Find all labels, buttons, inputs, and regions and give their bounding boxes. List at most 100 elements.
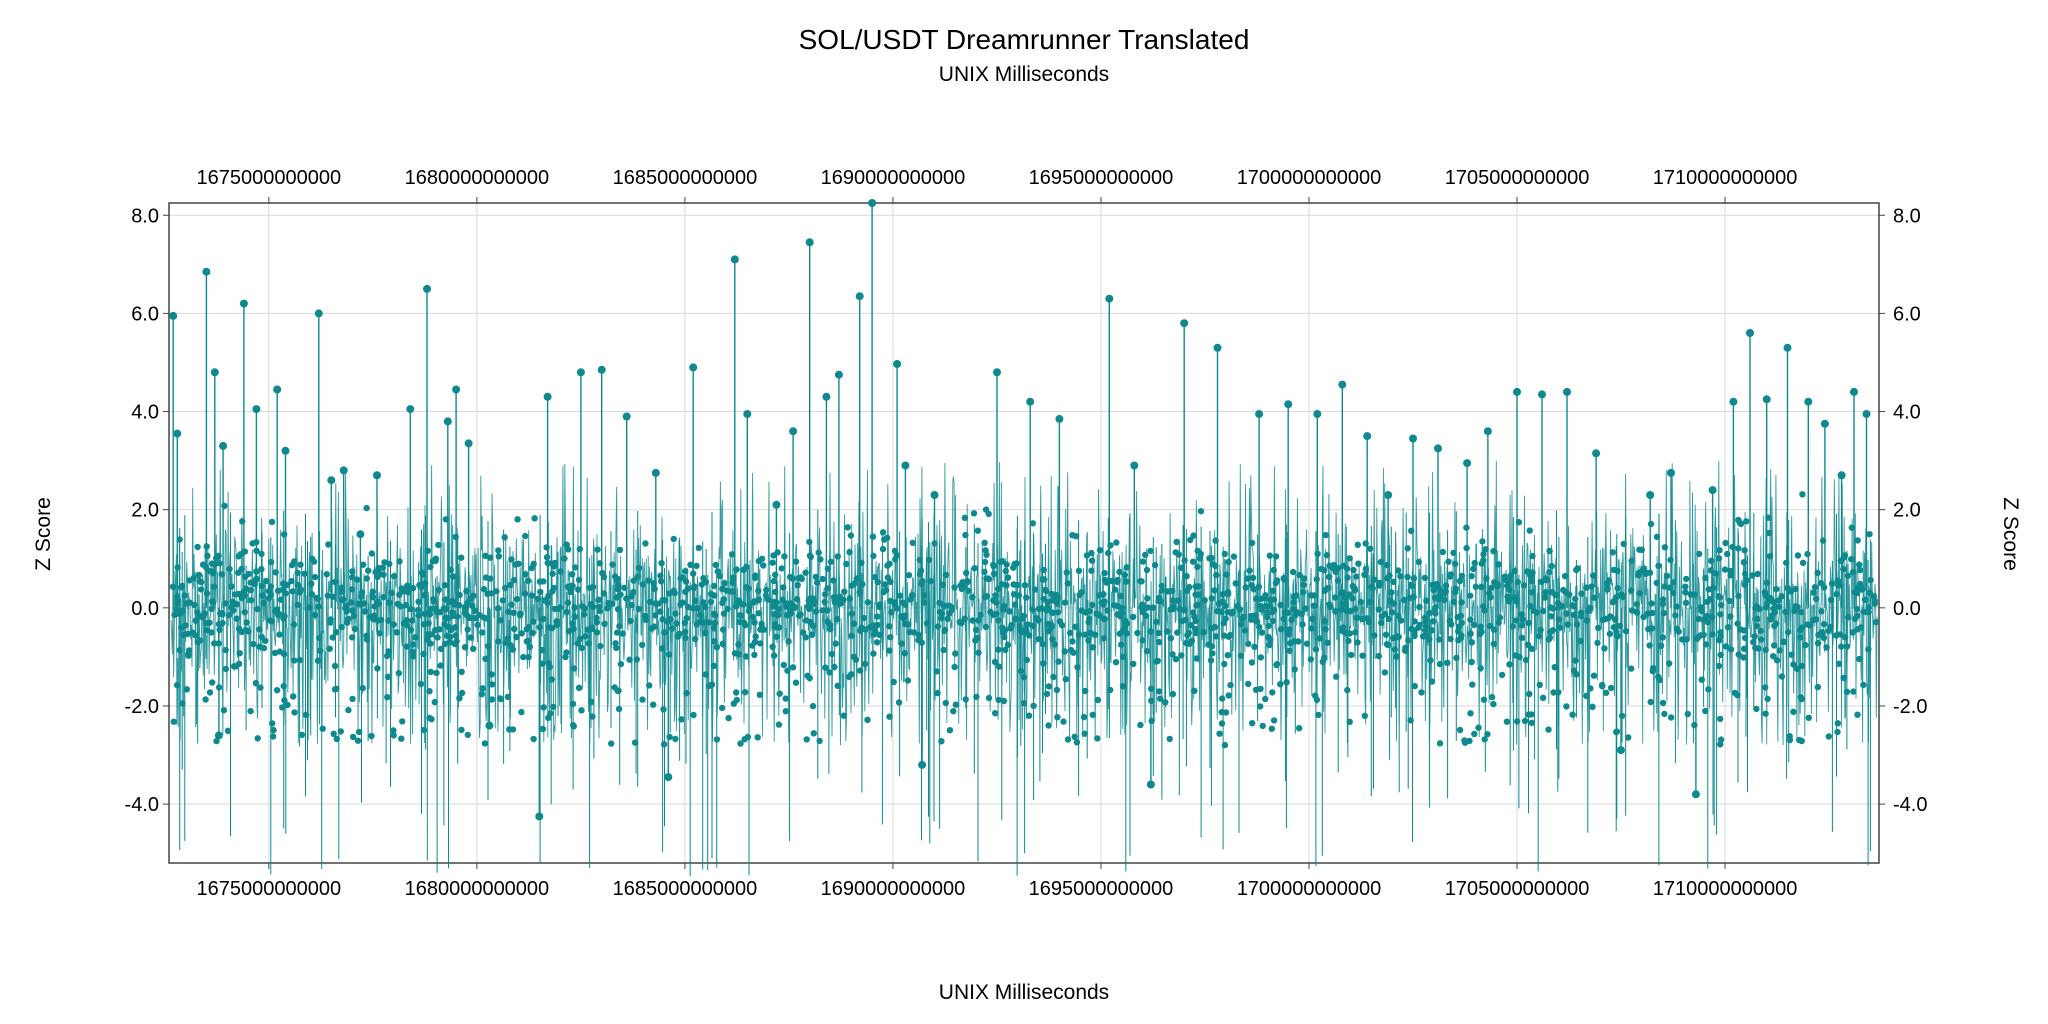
noise-point [1456, 577, 1464, 585]
noise-point [1081, 730, 1088, 737]
noise-point [1225, 692, 1232, 699]
noise-point [1610, 566, 1618, 574]
noise-point [604, 605, 611, 612]
noise-point [572, 564, 579, 571]
noise-point [571, 604, 578, 611]
noise-point [369, 588, 377, 595]
noise-point [308, 580, 315, 587]
noise-point [1703, 612, 1711, 620]
noise-point [758, 555, 766, 562]
noise-point [1479, 538, 1486, 545]
data-point [772, 500, 781, 509]
noise-point [314, 657, 322, 664]
noise-point [1636, 546, 1643, 553]
noise-point [884, 574, 892, 581]
noise-point [230, 607, 237, 614]
noise-point [694, 605, 701, 612]
noise-point [990, 561, 997, 569]
data-point [1837, 471, 1846, 480]
noise-point [1140, 605, 1148, 612]
noise-point [1416, 621, 1424, 629]
noise-point [787, 600, 794, 607]
noise-point [982, 623, 990, 631]
noise-point [1519, 616, 1527, 623]
noise-point [525, 577, 532, 584]
noise-point [1193, 655, 1200, 662]
noise-point [1835, 660, 1843, 667]
noise-point [1359, 652, 1366, 659]
noise-point [1230, 553, 1238, 560]
noise-point [580, 611, 588, 618]
data-point [1513, 387, 1521, 396]
noise-point [821, 591, 829, 598]
y-tick-label-left: 2.0 [131, 500, 159, 522]
noise-point [333, 685, 340, 692]
noise-point [1308, 625, 1315, 632]
noise-point [1604, 586, 1611, 593]
noise-point [876, 601, 883, 608]
data-point [576, 368, 585, 377]
noise-point [196, 637, 204, 644]
noise-point [1064, 580, 1071, 587]
noise-point [1155, 688, 1163, 695]
noise-point [502, 584, 509, 592]
noise-point [977, 611, 984, 619]
noise-point [1469, 681, 1476, 688]
noise-point [216, 560, 223, 567]
noise-point [248, 597, 255, 604]
data-point [543, 392, 552, 401]
noise-point [1798, 695, 1806, 703]
noise-point [210, 583, 218, 590]
data-point [423, 284, 431, 293]
noise-point [1770, 653, 1777, 660]
noise-point [612, 640, 619, 647]
noise-point [1359, 615, 1366, 623]
noise-point [827, 558, 835, 565]
noise-point [1572, 595, 1579, 603]
noise-point [1002, 646, 1009, 654]
noise-point [437, 662, 444, 669]
noise-point [633, 656, 640, 663]
noise-point [1062, 599, 1069, 606]
noise-point [512, 561, 519, 568]
noise-point [540, 615, 547, 623]
noise-point [345, 706, 352, 714]
noise-point [760, 562, 767, 569]
noise-point [1563, 703, 1570, 710]
noise-point [873, 639, 881, 646]
noise-point [435, 586, 442, 593]
noise-point [1004, 641, 1012, 648]
noise-point [410, 653, 417, 660]
noise-point [1595, 624, 1602, 632]
noise-point [1087, 629, 1094, 637]
noise-point [735, 597, 743, 604]
noise-point [1486, 622, 1494, 630]
noise-point [796, 612, 803, 619]
noise-point [810, 730, 817, 737]
data-point [1180, 319, 1189, 328]
noise-point [1705, 686, 1712, 693]
noise-point [1100, 601, 1107, 608]
noise-point [419, 571, 426, 578]
noise-point [1529, 552, 1536, 560]
noise-point [711, 619, 719, 627]
noise-point [195, 571, 203, 579]
noise-point [325, 541, 332, 548]
noise-point [1277, 601, 1284, 609]
noise-point [323, 571, 330, 578]
noise-point [1222, 615, 1229, 622]
noise-point [388, 589, 395, 597]
noise-point [1494, 581, 1501, 588]
noise-point [774, 549, 781, 556]
noise-point [1589, 703, 1596, 710]
noise-point [1661, 544, 1669, 551]
noise-point [1346, 591, 1353, 598]
noise-point [1605, 577, 1613, 584]
noise-point [349, 607, 356, 614]
noise-point [1219, 695, 1226, 702]
noise-point [1411, 618, 1418, 625]
x-tick-label-top: 1700000000000 [1237, 167, 1382, 189]
noise-point [497, 695, 505, 703]
noise-point [617, 591, 624, 598]
noise-point [581, 605, 589, 612]
